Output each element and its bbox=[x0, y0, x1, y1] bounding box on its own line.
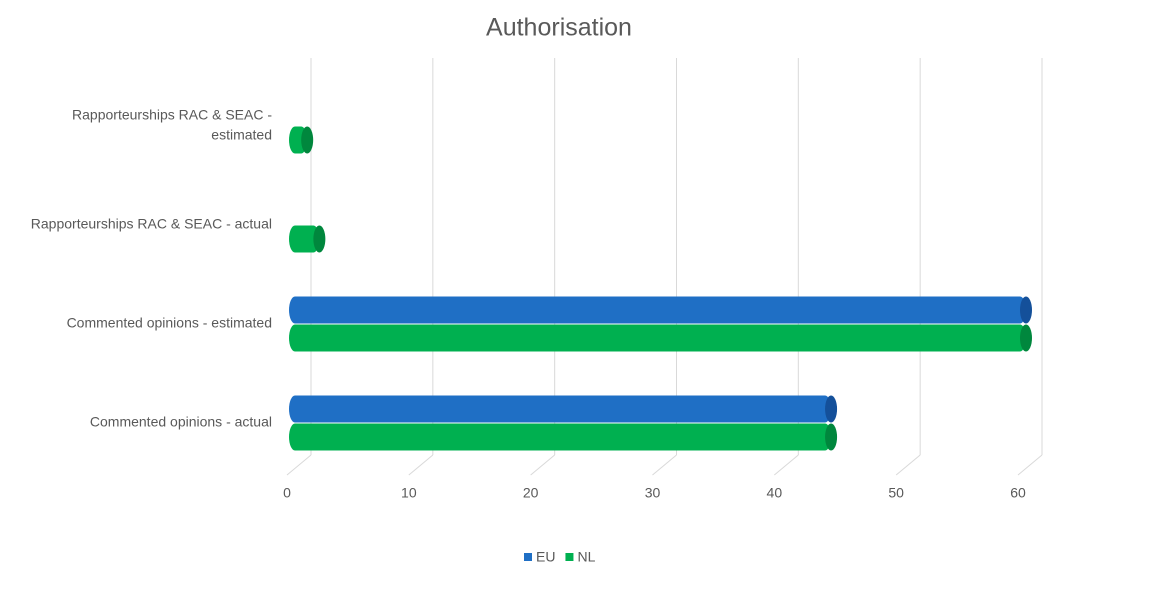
legend-swatch bbox=[565, 553, 574, 561]
floor-grid-line bbox=[652, 454, 677, 476]
chart-title: Authorisation bbox=[486, 14, 632, 42]
floor-grid-line bbox=[774, 454, 799, 476]
floor-grid-line bbox=[530, 454, 555, 476]
x-tick-label: 20 bbox=[523, 485, 539, 501]
x-tick-label: 0 bbox=[283, 485, 291, 501]
bar-body bbox=[289, 296, 1026, 324]
x-tick-label: 30 bbox=[645, 485, 661, 501]
x-tick-label: 10 bbox=[401, 485, 417, 501]
bar-body bbox=[289, 423, 832, 451]
bar bbox=[289, 225, 326, 253]
legend-swatch bbox=[524, 553, 532, 561]
bar bbox=[289, 126, 314, 154]
y-tick-label: Commented opinions - actual bbox=[90, 414, 272, 430]
bar bbox=[289, 324, 1032, 352]
y-tick-label: estimated bbox=[211, 127, 272, 143]
legend-label: EU bbox=[536, 549, 555, 565]
floor-grid-line bbox=[408, 454, 434, 476]
y-tick-label: Rapporteurships RAC & SEAC - bbox=[72, 107, 272, 123]
x-tick-label: 60 bbox=[1010, 485, 1026, 501]
x-tick-label: 40 bbox=[767, 485, 783, 501]
x-tick-label: 50 bbox=[888, 485, 904, 501]
bar-cap bbox=[1020, 296, 1032, 324]
floor-grid-line bbox=[895, 454, 921, 476]
floor-grid-line bbox=[1017, 454, 1043, 476]
bar-body bbox=[289, 324, 1026, 352]
bar bbox=[289, 296, 1032, 324]
legend-label: NL bbox=[577, 549, 595, 565]
bar-body bbox=[289, 395, 832, 423]
floor-grid-line bbox=[286, 454, 312, 476]
y-tick-label: Rapporteurships RAC & SEAC - actual bbox=[31, 216, 272, 232]
bar-cap bbox=[825, 423, 838, 451]
bar-cap bbox=[313, 225, 326, 253]
y-tick-label: Commented opinions - estimated bbox=[67, 315, 272, 331]
bar-cap bbox=[825, 395, 838, 423]
bar bbox=[289, 395, 838, 423]
bar-body bbox=[289, 225, 320, 253]
bar bbox=[289, 423, 838, 451]
bar-cap bbox=[301, 126, 314, 154]
bar-cap bbox=[1020, 324, 1032, 352]
